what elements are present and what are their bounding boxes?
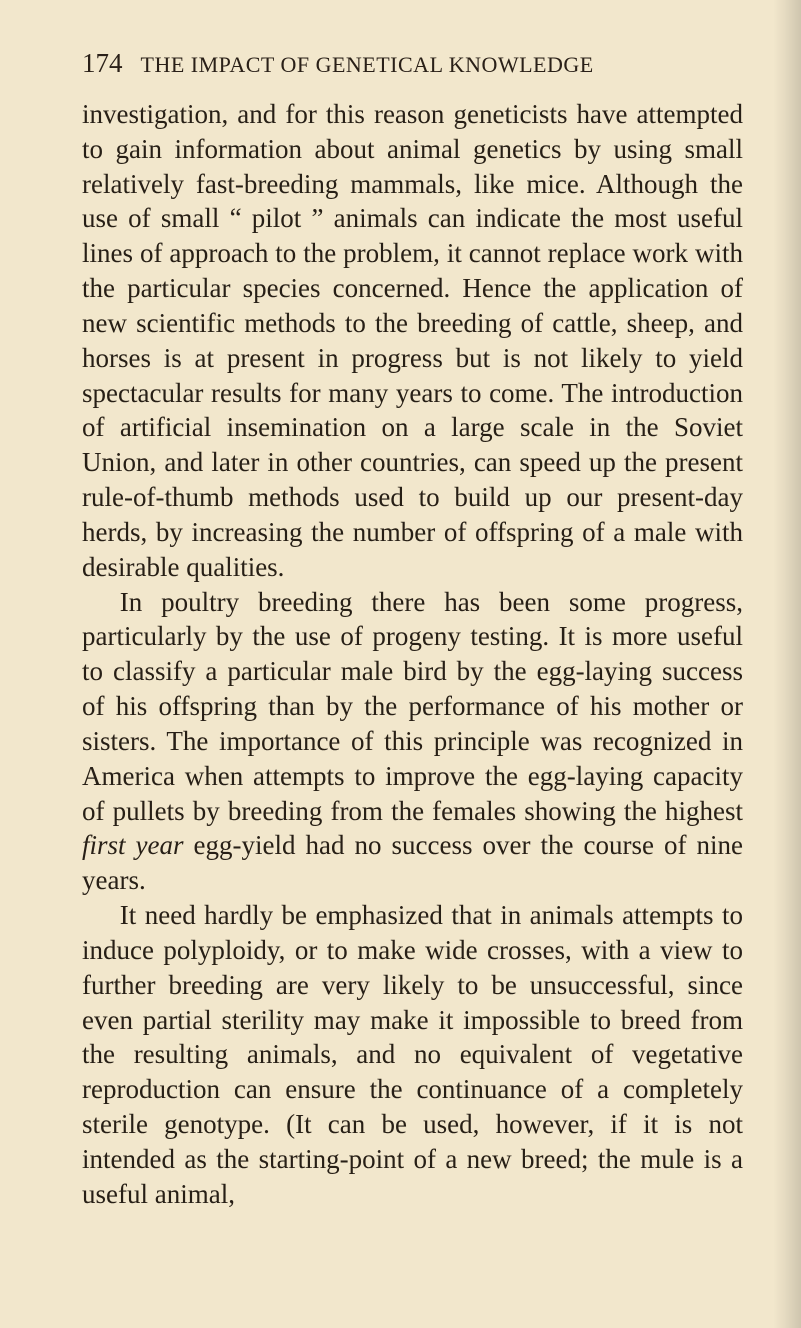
paragraph-2-text-a: In poultry breeding there has been some …	[82, 587, 743, 826]
paragraph-1-text: investigation, and for this reason genet…	[82, 99, 743, 582]
body-text: investigation, and for this reason genet…	[82, 97, 743, 1212]
paragraph-2-italic: first year	[82, 830, 184, 860]
page-header: 174 THE IMPACT OF GENETICAL KNOWLEDGE	[82, 48, 743, 79]
running-title: THE IMPACT OF GENETICAL KNOWLEDGE	[141, 52, 594, 78]
paragraph-2: In poultry breeding there has been some …	[82, 585, 743, 898]
paragraph-3-text: It need hardly be emphasized that in ani…	[82, 900, 743, 1209]
paragraph-1: investigation, and for this reason genet…	[82, 97, 743, 585]
page-number: 174	[82, 48, 123, 79]
paragraph-3: It need hardly be emphasized that in ani…	[82, 898, 743, 1211]
